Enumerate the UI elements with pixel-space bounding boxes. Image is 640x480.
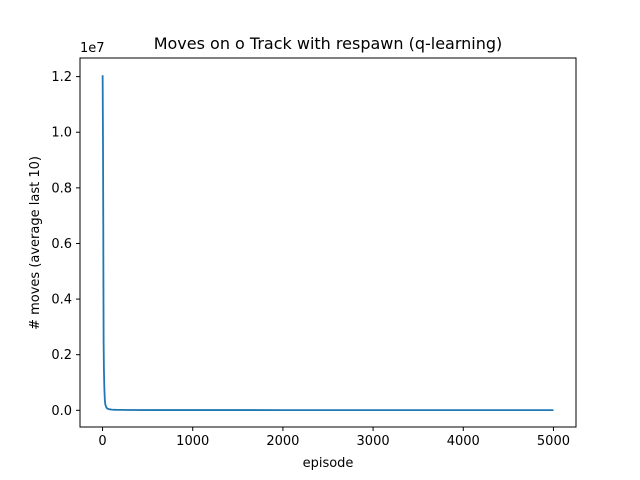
y-tick-label: 0.2 [51,348,72,363]
y-axis-label: # moves (average last 10) [28,156,43,330]
y-tick-label: 0.8 [51,181,72,196]
x-axis-ticks: 0 1000 2000 3000 4000 5000 [98,427,570,449]
x-tick-label: 1000 [176,434,209,449]
y-axis-offset-label: 1e7 [80,41,105,56]
y-axis-ticks: 0.0 0.2 0.4 0.6 0.8 1.0 1.2 [51,70,80,419]
y-tick-label: 0.0 [51,404,72,419]
x-tick-label: 4000 [447,434,480,449]
x-tick-label: 2000 [266,434,299,449]
y-tick-label: 0.6 [51,237,72,252]
chart-title: Moves on o Track with respawn (q-learnin… [154,34,503,53]
x-axis-label: episode [303,456,354,471]
y-tick-label: 1.2 [51,70,72,85]
axes-frame [79,57,577,428]
y-tick-label: 1.0 [51,126,72,141]
x-tick-label: 5000 [537,434,570,449]
y-tick-label: 0.4 [51,293,72,308]
plot-area [79,57,577,428]
x-tick-label: 3000 [357,434,390,449]
x-tick-label: 0 [98,434,106,449]
series-line-1 [101,75,554,411]
